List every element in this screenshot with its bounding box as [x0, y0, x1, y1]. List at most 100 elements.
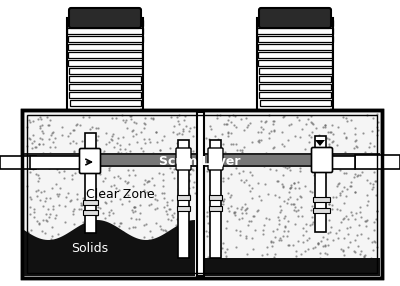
- Point: [256, 138, 262, 142]
- Point: [122, 243, 129, 247]
- Point: [140, 246, 146, 251]
- Point: [342, 150, 348, 154]
- Bar: [69, 76, 141, 82]
- Point: [262, 151, 269, 156]
- Point: [52, 255, 58, 259]
- Point: [146, 179, 152, 184]
- Point: [264, 245, 270, 249]
- Point: [255, 130, 262, 134]
- Point: [240, 168, 246, 173]
- Point: [158, 226, 164, 231]
- Point: [154, 198, 160, 202]
- Point: [56, 186, 63, 190]
- Point: [86, 212, 92, 217]
- Point: [357, 252, 363, 257]
- Bar: [313, 197, 330, 202]
- Point: [222, 150, 228, 154]
- Point: [125, 180, 132, 184]
- Point: [150, 241, 157, 246]
- Bar: [209, 195, 222, 200]
- Point: [220, 201, 226, 206]
- Point: [226, 159, 233, 164]
- Point: [265, 191, 272, 196]
- Point: [366, 269, 373, 273]
- Point: [72, 231, 78, 236]
- Point: [27, 136, 34, 141]
- Point: [160, 260, 167, 265]
- Point: [140, 126, 147, 131]
- Point: [323, 251, 330, 256]
- Point: [138, 271, 145, 275]
- Point: [236, 155, 243, 160]
- Point: [39, 204, 46, 208]
- Point: [233, 124, 240, 129]
- Bar: [210, 140, 221, 258]
- Point: [324, 231, 331, 236]
- Point: [90, 145, 96, 149]
- Point: [111, 248, 117, 252]
- Point: [358, 214, 364, 219]
- Point: [303, 222, 310, 226]
- Point: [363, 219, 369, 223]
- Point: [66, 198, 73, 203]
- Point: [246, 162, 252, 166]
- Bar: [69, 92, 141, 98]
- Text: Solids: Solids: [72, 241, 108, 255]
- Point: [127, 236, 133, 240]
- Point: [32, 188, 39, 193]
- Point: [61, 204, 68, 208]
- Point: [114, 136, 121, 141]
- Point: [263, 267, 269, 271]
- Point: [208, 257, 214, 261]
- Point: [260, 127, 266, 131]
- Point: [241, 128, 248, 132]
- Point: [136, 258, 143, 263]
- Point: [43, 251, 49, 256]
- Point: [173, 149, 180, 153]
- Point: [63, 262, 70, 267]
- Bar: [0, 156, 36, 169]
- Point: [119, 202, 126, 207]
- Bar: [24, 153, 380, 167]
- Point: [35, 117, 41, 121]
- Point: [99, 188, 105, 193]
- Point: [242, 208, 248, 212]
- Point: [47, 151, 53, 156]
- Point: [207, 168, 213, 172]
- Point: [70, 209, 76, 214]
- Point: [242, 206, 249, 211]
- Point: [97, 172, 104, 177]
- Point: [298, 194, 304, 199]
- Point: [168, 259, 174, 263]
- Bar: [68, 36, 142, 42]
- Point: [30, 118, 36, 123]
- Bar: [67, 20, 143, 26]
- Point: [310, 246, 316, 251]
- Point: [82, 140, 89, 144]
- Point: [88, 169, 94, 173]
- Point: [249, 267, 256, 271]
- Point: [239, 148, 246, 153]
- Point: [306, 140, 312, 144]
- Point: [130, 156, 137, 161]
- Point: [273, 227, 280, 231]
- Point: [95, 247, 101, 251]
- Point: [140, 187, 147, 192]
- Point: [218, 246, 225, 250]
- Point: [181, 227, 188, 231]
- Point: [25, 159, 31, 164]
- Point: [119, 112, 125, 117]
- Bar: [259, 92, 331, 98]
- Point: [304, 247, 311, 251]
- Point: [95, 134, 102, 138]
- Point: [266, 135, 272, 140]
- Point: [56, 255, 63, 260]
- Bar: [260, 100, 330, 106]
- Point: [72, 263, 79, 268]
- Point: [353, 211, 359, 215]
- Point: [272, 252, 278, 257]
- Point: [262, 120, 268, 124]
- Point: [188, 255, 194, 259]
- Point: [110, 182, 117, 187]
- Point: [314, 241, 321, 245]
